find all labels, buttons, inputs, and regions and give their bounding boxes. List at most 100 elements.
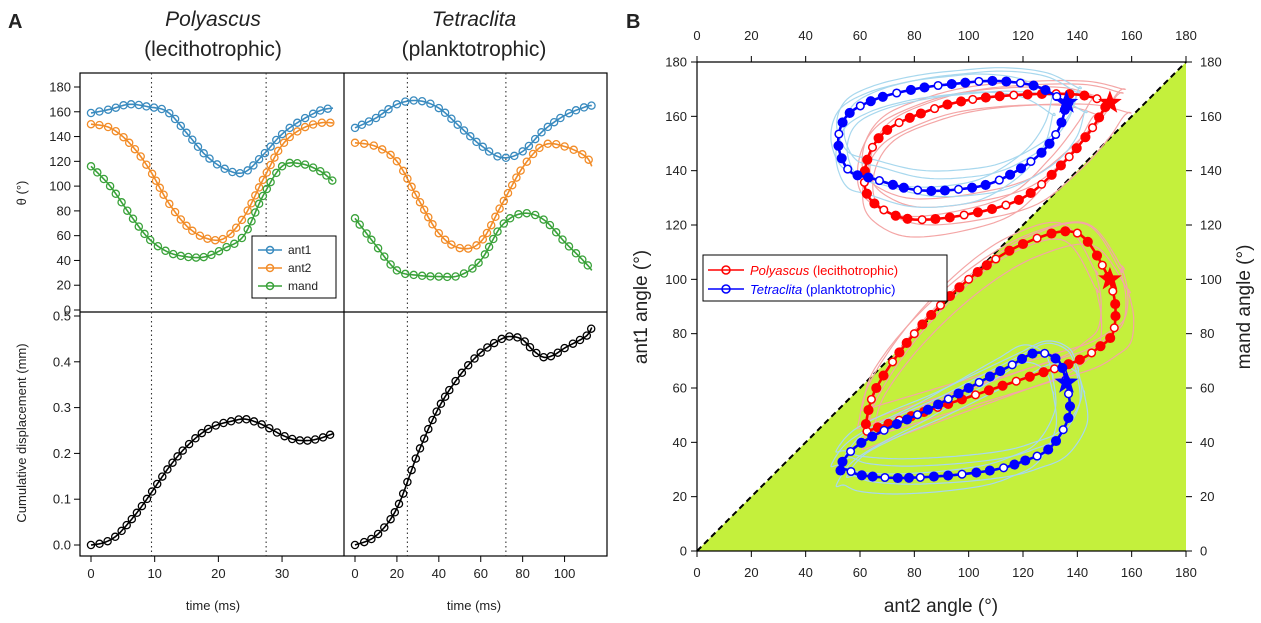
point-mand: [293, 158, 302, 168]
point-ant2: [424, 212, 433, 222]
loop-point: [867, 431, 878, 442]
loop-point: [866, 394, 876, 404]
loop-point: [898, 182, 909, 193]
point-ant1: [188, 135, 197, 144]
point-mand: [484, 242, 494, 252]
loop-point: [887, 179, 898, 190]
point-mand: [583, 261, 593, 270]
loop-point: [874, 176, 884, 186]
point-displacement: [476, 348, 485, 357]
loop-point: [933, 80, 943, 91]
loop-point: [1016, 353, 1028, 364]
b-top-xtick-label: 40: [798, 28, 812, 43]
point-ant2: [369, 141, 379, 150]
loop-point: [844, 107, 855, 118]
point-mand: [459, 269, 469, 278]
b-top-xtick-label: 160: [1121, 28, 1143, 43]
loop-point: [922, 404, 933, 415]
panel-b-legend: Polyascus (lecithotrophic) Tetraclita (p…: [702, 254, 948, 302]
point-displacement: [532, 348, 541, 358]
loop-point: [843, 164, 853, 174]
ytick-label: 0.4: [53, 354, 71, 369]
b-y2tick-label: 20: [1200, 489, 1214, 504]
point-mand: [308, 163, 318, 172]
point-displacement: [394, 499, 404, 509]
series-A-top-right-ant2: [350, 138, 593, 253]
point-ant1: [543, 122, 553, 132]
point-displacement: [380, 523, 389, 532]
loop-point: [1015, 163, 1027, 174]
trial-loop-2-1: [856, 221, 1102, 430]
point-ant1: [537, 128, 546, 137]
point-ant2: [428, 220, 437, 229]
point-ant1: [472, 137, 481, 147]
loop-point: [1040, 348, 1050, 358]
loop-point: [892, 472, 903, 484]
point-ant1: [293, 118, 302, 128]
point-mand: [564, 242, 574, 251]
point-displacement: [553, 348, 563, 357]
point-ant1: [170, 114, 180, 124]
loop-point: [901, 337, 912, 348]
point-displacement: [211, 421, 221, 430]
point-displacement: [415, 444, 425, 453]
point-ant1: [277, 129, 287, 139]
loop-point: [963, 382, 974, 394]
loop-point: [904, 112, 915, 123]
loop-point: [869, 198, 880, 209]
y2-label-mand: mand angle (°): [1234, 245, 1255, 370]
point-ant2: [560, 142, 569, 151]
series-A-top-left-ant2: [86, 118, 335, 245]
xtick-label: 60: [474, 566, 488, 581]
point-ant2: [142, 160, 151, 169]
loop-point: [1108, 286, 1118, 296]
b-ytick-label: 20: [673, 489, 687, 504]
right-title-type: (planktotrophic): [402, 38, 547, 61]
loop-point: [935, 300, 946, 310]
loop-point: [957, 469, 967, 479]
point-ant1: [409, 96, 418, 105]
xtick-label: 0: [351, 566, 358, 581]
b-ytick-label: 140: [665, 163, 687, 178]
point-ant2: [218, 234, 228, 244]
loop-point: [852, 170, 863, 181]
loop-point: [856, 470, 867, 481]
point-mand: [522, 208, 532, 218]
point-mand: [480, 250, 490, 259]
panel-a-letter: A: [8, 11, 22, 33]
point-mand: [86, 162, 96, 171]
ytick-label: 0.0: [53, 538, 71, 553]
loop-point: [1094, 112, 1105, 123]
point-ant1: [199, 149, 208, 158]
loop-point: [944, 212, 955, 223]
point-displacement: [310, 435, 320, 444]
point-displacement: [497, 334, 506, 344]
point-mand: [434, 272, 444, 281]
point-ant1: [530, 134, 540, 144]
x-label-ant2: ant2 angle (°): [884, 596, 998, 617]
point-displacement: [428, 415, 437, 425]
point-ant1: [587, 101, 596, 110]
point-displacement: [249, 417, 259, 426]
left-title-genus: Polyascus: [165, 8, 261, 31]
point-ant2: [254, 183, 264, 192]
loop-point: [974, 377, 984, 387]
point-displacement: [147, 487, 157, 496]
point-ant1: [501, 153, 511, 163]
point-ant2: [165, 199, 174, 209]
xtick-label: 80: [515, 566, 529, 581]
loop-point: [972, 207, 983, 218]
point-ant2: [270, 153, 279, 162]
point-displacement: [390, 508, 400, 517]
point-ant2: [447, 240, 456, 249]
point-ant2: [543, 139, 553, 149]
point-ant1: [518, 147, 527, 156]
loop-point: [1057, 362, 1068, 373]
point-mand: [409, 270, 418, 280]
loop-point: [1038, 367, 1049, 378]
point-ant2: [503, 188, 513, 198]
loop-point: [943, 394, 953, 404]
loop-point: [984, 465, 995, 476]
point-ant1: [377, 109, 387, 119]
point-ant2: [182, 221, 191, 231]
